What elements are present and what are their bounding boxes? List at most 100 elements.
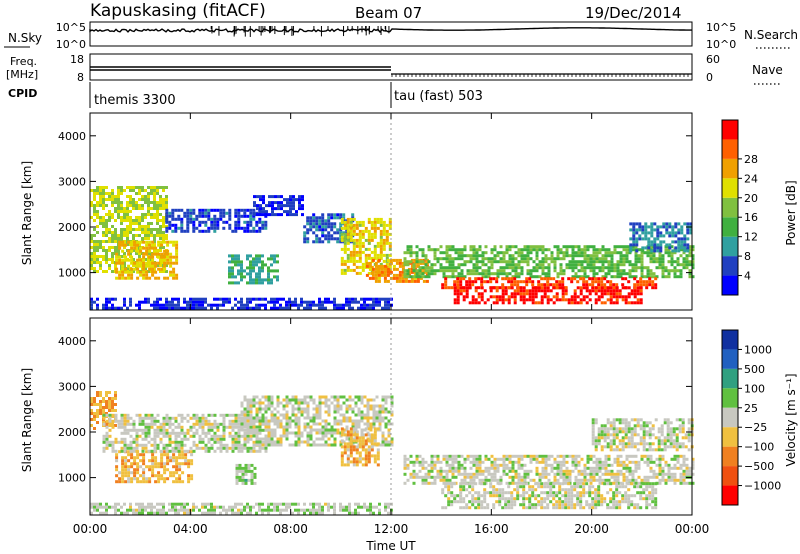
power-cell	[156, 192, 159, 195]
power-cell	[382, 220, 386, 224]
velocity-cell	[381, 395, 385, 399]
velocity-cell	[430, 475, 434, 479]
velocity-cell	[273, 407, 277, 411]
power-cell	[102, 270, 105, 273]
power-cell	[277, 204, 280, 208]
power-cell	[105, 222, 108, 225]
power-cell	[288, 300, 291, 304]
power-cell	[477, 292, 481, 296]
velocity-cell	[291, 407, 295, 411]
power-cell	[439, 251, 443, 255]
power-cell	[108, 240, 111, 243]
power-cell	[481, 263, 485, 267]
velocity-cell	[160, 453, 164, 457]
power-cell	[312, 213, 316, 217]
velocity-cell	[315, 428, 319, 432]
velocity-cell	[544, 466, 548, 470]
power-cell	[651, 283, 655, 287]
power-cell	[130, 273, 134, 277]
velocity-cell	[475, 463, 479, 467]
power-cell	[499, 245, 503, 249]
power-cell	[601, 275, 605, 279]
power-cell	[610, 275, 614, 279]
velocity-cell	[181, 450, 185, 454]
power-cell	[132, 186, 135, 189]
velocity-cell	[577, 460, 581, 464]
velocity-cell	[321, 434, 325, 438]
power-cell	[546, 283, 550, 287]
velocity-cell	[342, 428, 346, 432]
power-cell	[556, 254, 560, 258]
power-cell	[180, 220, 184, 224]
power-cell	[166, 249, 170, 253]
power-cell	[340, 271, 344, 275]
power-cell	[598, 248, 602, 252]
power-cell	[499, 272, 503, 276]
velocity-cell	[172, 474, 176, 478]
power-cell	[219, 297, 222, 301]
power-cell	[496, 254, 500, 258]
velocity-cell	[526, 472, 530, 476]
power-cell	[627, 301, 631, 305]
power-cell	[147, 201, 150, 204]
power-cell	[243, 303, 246, 307]
power-cell	[459, 277, 463, 281]
velocity-cell	[219, 446, 223, 450]
power-cell	[508, 272, 512, 276]
velocity-cell	[187, 474, 191, 478]
velocity-cell	[124, 465, 128, 469]
velocity-cell	[324, 404, 328, 408]
velocity-cell	[148, 477, 152, 481]
velocity-cell	[147, 413, 151, 417]
power-cell	[495, 298, 499, 302]
velocity-cell	[472, 454, 476, 458]
power-cell	[606, 280, 610, 284]
power-cell	[457, 272, 461, 276]
power-cell	[370, 226, 374, 230]
velocity-cell	[559, 469, 563, 473]
velocity-cell	[499, 463, 503, 467]
power-cell	[498, 298, 502, 302]
velocity-cell	[267, 422, 271, 426]
power-cell	[627, 286, 631, 290]
power-cell	[204, 208, 208, 212]
power-cell	[659, 225, 663, 229]
power-cell	[528, 298, 532, 302]
power-cell	[258, 260, 261, 264]
power-cell	[457, 254, 461, 258]
velocity-cell	[180, 437, 184, 441]
velocity-cell	[366, 407, 370, 411]
power-cell	[114, 240, 117, 243]
power-cell	[126, 207, 129, 210]
velocity-cell	[246, 428, 250, 432]
power-cell	[588, 292, 592, 296]
power-cell	[361, 262, 365, 266]
power-cell	[312, 216, 316, 220]
power-cell	[120, 189, 123, 192]
velocity-cell	[463, 457, 467, 461]
power-cell	[410, 267, 414, 271]
power-cell	[622, 248, 626, 252]
velocity-cell	[360, 398, 364, 402]
power-cell	[339, 237, 343, 241]
power-cell	[102, 186, 105, 189]
power-cell	[198, 297, 201, 301]
velocity-cell	[418, 469, 422, 473]
power-cell	[379, 253, 383, 257]
power-cell	[156, 306, 159, 310]
velocity-cell	[306, 422, 310, 426]
power-cell	[315, 240, 319, 244]
power-cell	[386, 270, 390, 274]
velocity-cell	[421, 457, 425, 461]
velocity-cell	[478, 466, 482, 470]
power-cell	[636, 301, 640, 305]
power-cell	[442, 275, 446, 279]
power-cell	[153, 213, 156, 216]
power-cell	[130, 261, 134, 265]
power-cell	[204, 297, 207, 301]
velocity-cell	[372, 422, 376, 426]
velocity-cell	[487, 466, 491, 470]
velocity-cell	[306, 416, 310, 420]
power-cell	[635, 228, 639, 232]
power-cell	[610, 260, 614, 264]
